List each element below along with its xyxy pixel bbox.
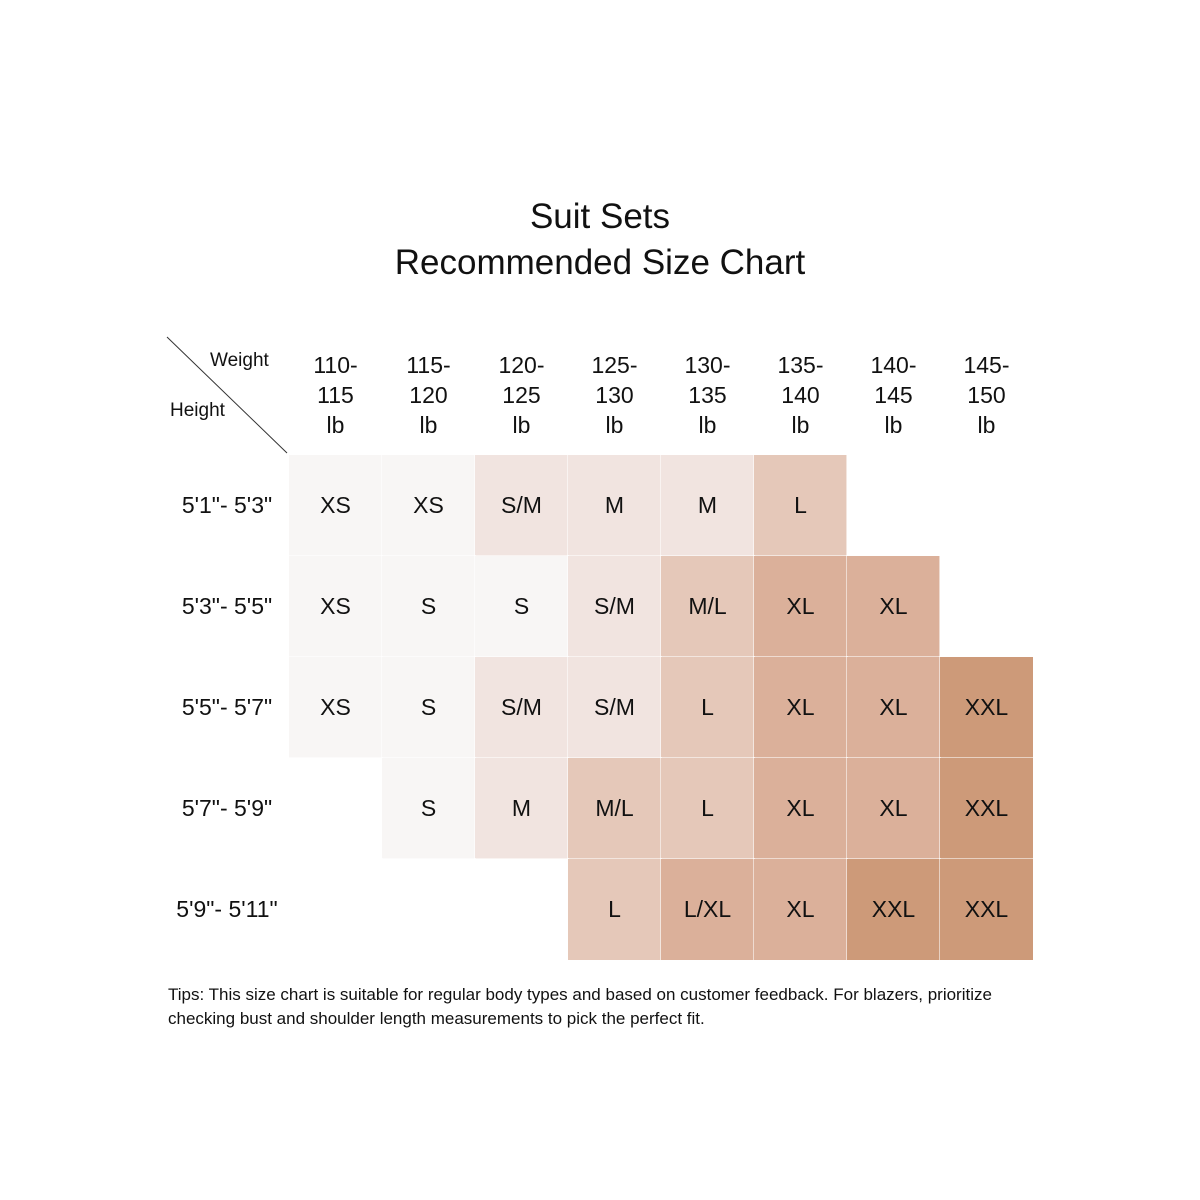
size-cell: [288, 858, 383, 961]
size-cell: L: [567, 858, 662, 961]
size-cell: XXL: [939, 757, 1034, 860]
size-cell: M/L: [567, 757, 662, 860]
size-cell: XXL: [939, 858, 1034, 961]
chart-title-line1: Suit Sets: [529, 197, 671, 236]
size-cell: S/M: [567, 656, 662, 759]
size-cell: L: [753, 454, 848, 557]
weight-column-header: 120- 125 lb: [498, 352, 545, 438]
size-cell: XS: [288, 656, 383, 759]
height-row-header: 5'9"- 5'11": [176, 896, 278, 922]
weight-column-header: 145- 150 lb: [963, 352, 1010, 438]
size-cell: [846, 454, 941, 557]
size-cell: XL: [753, 858, 848, 961]
size-cell: XL: [846, 757, 941, 860]
size-cell: XS: [288, 555, 383, 658]
size-cell: S/M: [474, 454, 569, 557]
height-row-header: 5'7"- 5'9": [181, 795, 273, 821]
size-cell: XS: [381, 454, 476, 557]
weight-column-header: 135- 140 lb: [777, 352, 824, 438]
size-cell: [939, 555, 1034, 658]
size-cell: XS: [288, 454, 383, 557]
height-row-header: 5'5"- 5'7": [181, 694, 273, 720]
size-cell: L: [660, 656, 755, 759]
size-cell: L: [660, 757, 755, 860]
size-cell: [474, 858, 569, 961]
height-row-header: 5'3"- 5'5": [181, 593, 273, 619]
size-cell: [381, 858, 476, 961]
weight-column-header: 130- 135 lb: [684, 352, 731, 438]
size-cell: XXL: [939, 656, 1034, 759]
size-cell: [288, 757, 383, 860]
tips-note: Tips: This size chart is suitable for re…: [168, 985, 992, 1028]
size-cell: S: [381, 757, 476, 860]
size-cell: XL: [753, 555, 848, 658]
size-cell: M: [660, 454, 755, 557]
size-cell: S/M: [567, 555, 662, 658]
weight-column-header: 115- 120 lb: [406, 352, 451, 438]
size-cell: M/L: [660, 555, 755, 658]
weight-column-header: 140- 145 lb: [870, 352, 917, 438]
size-cell: [939, 454, 1034, 557]
size-cell: XXL: [846, 858, 941, 961]
size-cell: S: [381, 656, 476, 759]
size-cell: S: [474, 555, 569, 658]
size-cell: XL: [753, 656, 848, 759]
weight-column-header: 110- 115 lb: [313, 352, 358, 438]
size-cell: S/M: [474, 656, 569, 759]
size-cell: XL: [846, 555, 941, 658]
weight-column-header: 125- 130 lb: [591, 352, 638, 438]
size-cell: M: [474, 757, 569, 860]
size-cell: XL: [753, 757, 848, 860]
weight-axis-label: Weight: [210, 350, 269, 371]
size-cell: XL: [846, 656, 941, 759]
corner-diagonal-divider: [166, 336, 288, 454]
height-axis-label: Height: [170, 400, 225, 421]
size-cell: L/XL: [660, 858, 755, 961]
size-cell: M: [567, 454, 662, 557]
chart-title-line2: Recommended Size Chart: [394, 243, 806, 282]
size-cell: S: [381, 555, 476, 658]
height-row-header: 5'1"- 5'3": [181, 492, 273, 518]
